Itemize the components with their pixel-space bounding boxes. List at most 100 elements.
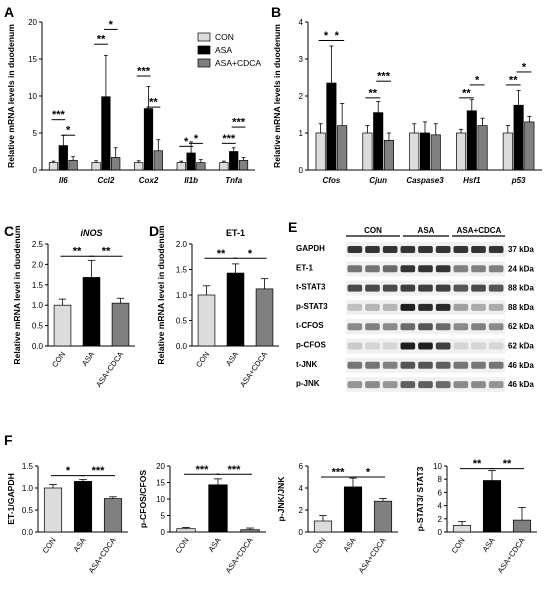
blot-band <box>435 323 451 331</box>
y-tick-label: 4 <box>299 484 304 493</box>
blot-band <box>347 381 363 389</box>
y-tick-label: 4 <box>299 18 304 27</box>
category-label: ASA <box>80 349 97 367</box>
blot-band <box>382 323 398 331</box>
bar-asa-cdca-2 <box>240 529 260 533</box>
y-tick-label: 0.5 <box>176 317 188 326</box>
category-label: ASA <box>224 349 241 367</box>
bar-asa-0 <box>58 145 68 171</box>
chart-title: ET-1 <box>226 228 245 238</box>
significance-label: ** <box>217 248 226 260</box>
blot-band <box>400 303 416 311</box>
significance-label: * <box>335 30 340 42</box>
blot-band <box>453 246 469 253</box>
y-tick-label: 1.0 <box>176 291 188 300</box>
y-tick-label: 1.5 <box>22 462 34 471</box>
category-label: ASA+CDCA <box>357 535 389 575</box>
category-label: Cfos <box>323 176 341 185</box>
blot-band <box>488 323 504 331</box>
blot-band <box>347 303 363 311</box>
blot-protein-label: GAPDH <box>296 244 325 253</box>
category-label: ASA+CDCA <box>94 349 126 389</box>
blot-band <box>488 284 504 292</box>
blot-size-label: 24 kDa <box>508 264 534 273</box>
blot-band <box>382 303 398 311</box>
significance-label: *** <box>92 465 106 477</box>
chart-panel-a: 0 5 10 15 20 Relative mRNA levels in duodenum… <box>6 18 255 185</box>
panel-label-a: A <box>4 4 14 20</box>
bar-asa-1 <box>343 486 363 533</box>
bar-asa-2 <box>143 108 154 171</box>
y-tick-label: 1.0 <box>32 301 44 310</box>
blot-group-label-asa-cdca: ASA+CDCA <box>457 226 502 235</box>
y-axis-label: Relative mRNA level in duodenum <box>12 225 22 364</box>
category-label: CON <box>194 350 211 369</box>
y-tick-label: 1.5 <box>32 281 44 290</box>
y-tick-label: 1.0 <box>22 484 34 493</box>
blot-size-label: 88 kDa <box>508 284 534 293</box>
bar-asa-cdca-0 <box>337 125 348 171</box>
bar-con-4 <box>219 162 229 171</box>
blot-band <box>400 265 416 273</box>
significance-label: * <box>184 136 189 148</box>
blot-band <box>418 381 433 389</box>
blot-band <box>453 361 469 369</box>
blot-band <box>435 303 451 311</box>
bar-con-0 <box>176 528 196 533</box>
significance-label: *** <box>137 66 151 78</box>
bar-asa-cdca-2 <box>111 302 130 347</box>
bar-asa-cdca-0 <box>68 160 78 171</box>
blot-protein-label: p-STAT3 <box>296 302 328 311</box>
chart-panel-f4: 0 2 4 6 8 10 p-STAT3/ STAT3 CON ASA ASA+CDCA ** ** <box>415 458 537 575</box>
category-label: ASA <box>342 535 359 553</box>
blot-band <box>365 246 380 253</box>
blot-size-label: 62 kDa <box>508 322 534 331</box>
significance-label: *** <box>196 464 210 476</box>
significance-label: * <box>366 467 371 479</box>
bar-con-4 <box>502 132 513 171</box>
category-label: ASA+CDCA <box>238 349 270 389</box>
blot-group-label-con: CON <box>364 226 382 235</box>
category-label: Cjun <box>369 176 387 185</box>
panel-label-c: C <box>4 223 14 239</box>
bar-asa-4 <box>513 104 524 171</box>
y-tick-label: 20 <box>28 18 37 27</box>
bar-asa-cdca-2 <box>512 519 532 533</box>
category-label: Ccl2 <box>97 176 114 185</box>
bar-asa-cdca-3 <box>196 162 206 171</box>
bar-asa-cdca-4 <box>238 160 249 171</box>
blot-band <box>365 381 380 389</box>
y-tick-label: 0 <box>438 528 443 537</box>
blot-group-label-asa: ASA <box>418 226 435 235</box>
blot-band <box>471 284 486 292</box>
significance-label: *** <box>228 464 242 476</box>
significance-label: * <box>475 74 480 86</box>
y-tick-label: 4 <box>438 502 443 511</box>
bar-con-0 <box>197 294 216 347</box>
significance-label: *** <box>232 117 246 129</box>
blot-protein-label: t-JNK <box>296 360 318 369</box>
blot-band <box>471 361 486 369</box>
chart-panel-b: 0 1 2 3 4 Relative mRNA levels in duodenum Cfo… <box>272 18 542 185</box>
blot-band <box>471 265 486 273</box>
significance-label: ** <box>102 246 111 258</box>
y-tick-label: 15 <box>28 55 37 64</box>
blot-band <box>471 246 486 253</box>
category-label: ASA+CDCA <box>224 535 256 575</box>
significance-label: *** <box>222 133 236 145</box>
y-tick-label: 10 <box>28 92 37 101</box>
blot-band <box>453 323 469 331</box>
y-tick-label: 3 <box>299 55 304 64</box>
bar-asa-1 <box>373 112 384 171</box>
legend-swatch <box>197 58 211 68</box>
legend-label: ASA <box>215 45 232 55</box>
y-tick-label: 0 <box>161 528 166 537</box>
y-tick-label: 0.0 <box>176 342 188 351</box>
blot-band <box>435 246 451 253</box>
blot-size-label: 88 kDa <box>508 303 534 312</box>
blot-band <box>471 323 486 331</box>
blot-band <box>382 342 398 350</box>
y-tick-label: 10 <box>433 462 442 471</box>
bar-asa-3 <box>186 152 196 171</box>
